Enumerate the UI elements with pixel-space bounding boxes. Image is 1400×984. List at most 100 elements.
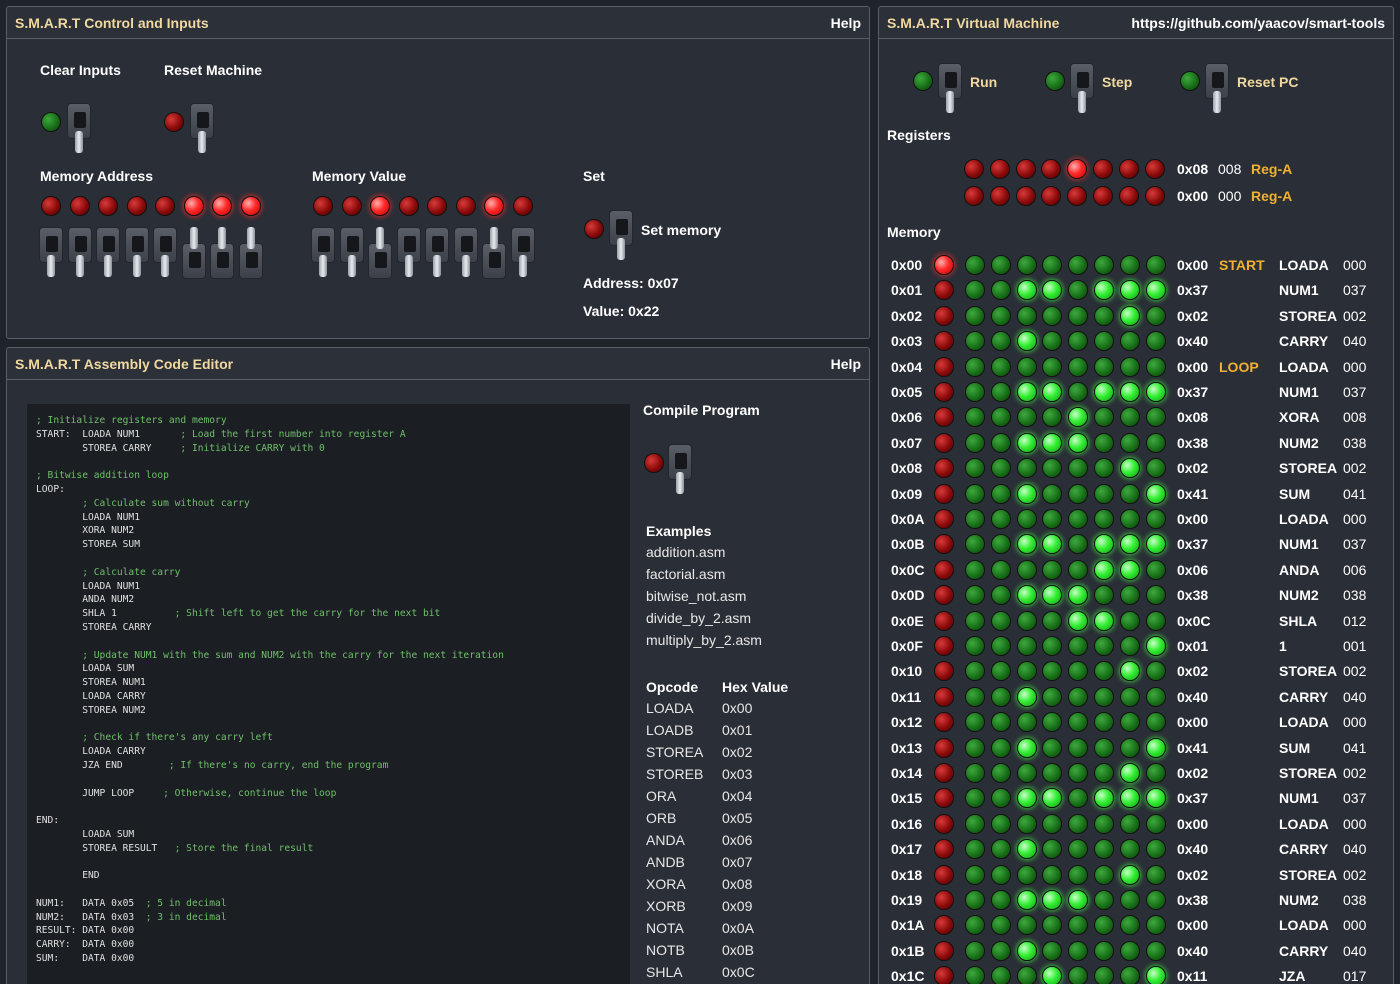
- memory-row: 0x06 0x08 XORA 008: [879, 406, 1393, 430]
- code-comment: ; 3 in decimal: [145, 911, 227, 923]
- run-switch[interactable]: [938, 63, 962, 115]
- memory-bit-led: [1145, 763, 1166, 783]
- editor-help-link[interactable]: Help: [830, 355, 861, 372]
- memory-bit-led: [1145, 356, 1166, 377]
- memory-instruction-cell: SHLA: [1279, 612, 1318, 629]
- memory-hex-cell: 0x37: [1177, 790, 1209, 807]
- memory-bit-led: [1119, 966, 1140, 984]
- memory-bit-led: [1119, 483, 1140, 504]
- control-panel: S.M.A.R.T Control and Inputs Help Clear …: [6, 6, 870, 339]
- memory-value-bit-switch-5[interactable]: [453, 227, 478, 279]
- memory-value-bit-switch-4[interactable]: [425, 227, 449, 279]
- memory-address-bit-switch-3[interactable]: [124, 227, 149, 279]
- memory-hex-cell: 0x40: [1177, 333, 1209, 350]
- memory-bit-led: [1016, 432, 1037, 453]
- memory-address-bit-switch-1[interactable]: [67, 227, 92, 279]
- memory-bit-led: [1119, 813, 1140, 834]
- program-counter-led: [934, 483, 954, 504]
- memory-decimal-cell: 040: [1343, 942, 1367, 959]
- code-text: RESULT: DATA 0x00: [36, 925, 135, 937]
- memory-bit-led: [1016, 534, 1037, 555]
- reset-pc-switch[interactable]: [1205, 63, 1229, 115]
- code-text: ANDA NUM2: [36, 594, 135, 606]
- memory-address-cell: 0x08: [891, 460, 923, 477]
- opcode-hex: 0x0B: [722, 942, 754, 958]
- memory-bit-led: [965, 966, 985, 984]
- code-text: NUM2: DATA 0x03: [36, 911, 146, 923]
- memory-bit-led: [1042, 737, 1063, 758]
- memory-bit-led: [1119, 763, 1140, 783]
- memory-decimal-cell: 017: [1343, 968, 1367, 984]
- code-text: STOREA NUM1: [36, 677, 146, 689]
- memory-bit-led: [990, 559, 1011, 580]
- example-link[interactable]: divide_by_2.asm: [646, 610, 752, 626]
- code-line: ; Bitwise addition loop: [36, 469, 621, 483]
- memory-bit-led: [965, 686, 985, 707]
- code-text: LOADA NUM1: [36, 580, 140, 592]
- memory-value-bit-switch-1[interactable]: [339, 227, 364, 279]
- memory-address-bit-switch-7[interactable]: [238, 227, 263, 279]
- example-link[interactable]: factorial.asm: [646, 566, 726, 582]
- memory-bit-led: [1068, 915, 1089, 936]
- code-text: XORA NUM2: [36, 525, 135, 537]
- memory-address-bit-switch-5[interactable]: [181, 227, 206, 279]
- memory-hex-cell: 0x06: [1177, 561, 1209, 578]
- memory-bit-led: [1094, 839, 1114, 860]
- program-counter-led: [934, 305, 954, 326]
- memory-bit-led: [1068, 864, 1089, 885]
- example-link[interactable]: bitwise_not.asm: [646, 588, 747, 604]
- memory-address-bit-switch-6[interactable]: [210, 227, 234, 279]
- vm-panel-header: S.M.A.R.T Virtual Machine https://github…: [879, 7, 1393, 39]
- example-link[interactable]: multiply_by_2.asm: [646, 632, 762, 648]
- memory-value-bit-switch-0[interactable]: [311, 227, 335, 279]
- memory-address-bit-led-3: [126, 196, 147, 216]
- opcode-hex: 0x07: [722, 854, 753, 870]
- memory-instruction-cell: NUM1: [1279, 282, 1319, 299]
- assembly-code-textarea[interactable]: ; Initialize registers and memory START: …: [27, 404, 630, 984]
- example-link[interactable]: addition.asm: [646, 544, 726, 560]
- memory-bit-led: [1068, 813, 1089, 834]
- memory-hex-cell: 0x11: [1177, 968, 1208, 984]
- step-switch[interactable]: [1070, 63, 1094, 115]
- memory-address-cell: 0x04: [891, 358, 923, 375]
- memory-address-cell: 0x1B: [891, 942, 925, 959]
- memory-bit-led: [1145, 331, 1166, 352]
- register-bit-led: [1144, 186, 1165, 206]
- set-memory-switch[interactable]: [609, 210, 633, 262]
- memory-row: 0x0D 0x38 NUM2 038: [879, 584, 1393, 608]
- memory-instruction-cell: CARRY: [1279, 841, 1329, 858]
- memory-value-bit-switch-6[interactable]: [482, 227, 506, 279]
- memory-decimal-cell: 037: [1343, 282, 1367, 299]
- compile-program-switch[interactable]: [668, 444, 692, 496]
- memory-address-bit-switch-2[interactable]: [96, 227, 120, 279]
- memory-bit-led: [1145, 864, 1166, 885]
- memory-bit-led: [1094, 432, 1114, 453]
- register-bit-led: [989, 159, 1010, 179]
- memory-bit-led: [1094, 737, 1114, 758]
- program-counter-led: [934, 432, 954, 453]
- code-text: [36, 650, 82, 661]
- code-text: LOADA SUM: [36, 828, 135, 840]
- memory-address-bit-switch-4[interactable]: [153, 227, 177, 279]
- memory-decimal-cell: 038: [1343, 587, 1367, 604]
- memory-bit-led: [1068, 940, 1089, 961]
- memory-address-cell: 0x12: [891, 714, 923, 731]
- code-comment: ; Initialize CARRY with 0: [180, 442, 325, 454]
- memory-bit-led: [1094, 382, 1114, 402]
- registers-title: Registers: [887, 127, 951, 143]
- memory-value-bit-switch-7[interactable]: [510, 227, 535, 279]
- memory-bit-led: [1145, 305, 1166, 326]
- memory-value-bit-switch-2[interactable]: [368, 227, 392, 279]
- control-help-link[interactable]: Help: [830, 14, 861, 31]
- reset-machine-switch[interactable]: [190, 103, 214, 155]
- register-name: Reg-A: [1251, 161, 1293, 177]
- memory-address-bit-switch-0[interactable]: [39, 227, 63, 279]
- memory-bit-led: [1042, 890, 1063, 910]
- memory-bit-led: [965, 636, 985, 656]
- opcode-row: STOREB 0x03: [7, 766, 867, 786]
- github-link[interactable]: https://github.com/yaacov/smart-tools: [1131, 14, 1385, 31]
- memory-bit-led: [1068, 280, 1089, 301]
- memory-value-bit-switch-3[interactable]: [396, 227, 421, 279]
- memory-bit-led: [1016, 458, 1037, 479]
- clear-inputs-switch[interactable]: [67, 103, 91, 155]
